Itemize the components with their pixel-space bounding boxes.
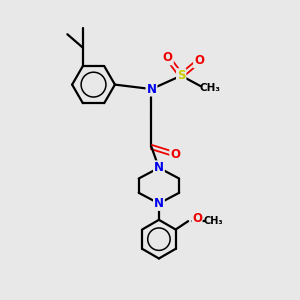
Text: CH₃: CH₃	[200, 83, 220, 94]
Text: N: N	[146, 82, 157, 96]
Text: S: S	[177, 69, 185, 82]
Text: O: O	[192, 212, 202, 225]
Text: N: N	[154, 197, 164, 210]
Text: O: O	[163, 51, 173, 64]
Text: CH₃: CH₃	[204, 216, 224, 226]
Text: O: O	[170, 148, 180, 161]
Text: O: O	[194, 54, 204, 67]
Text: N: N	[154, 161, 164, 174]
